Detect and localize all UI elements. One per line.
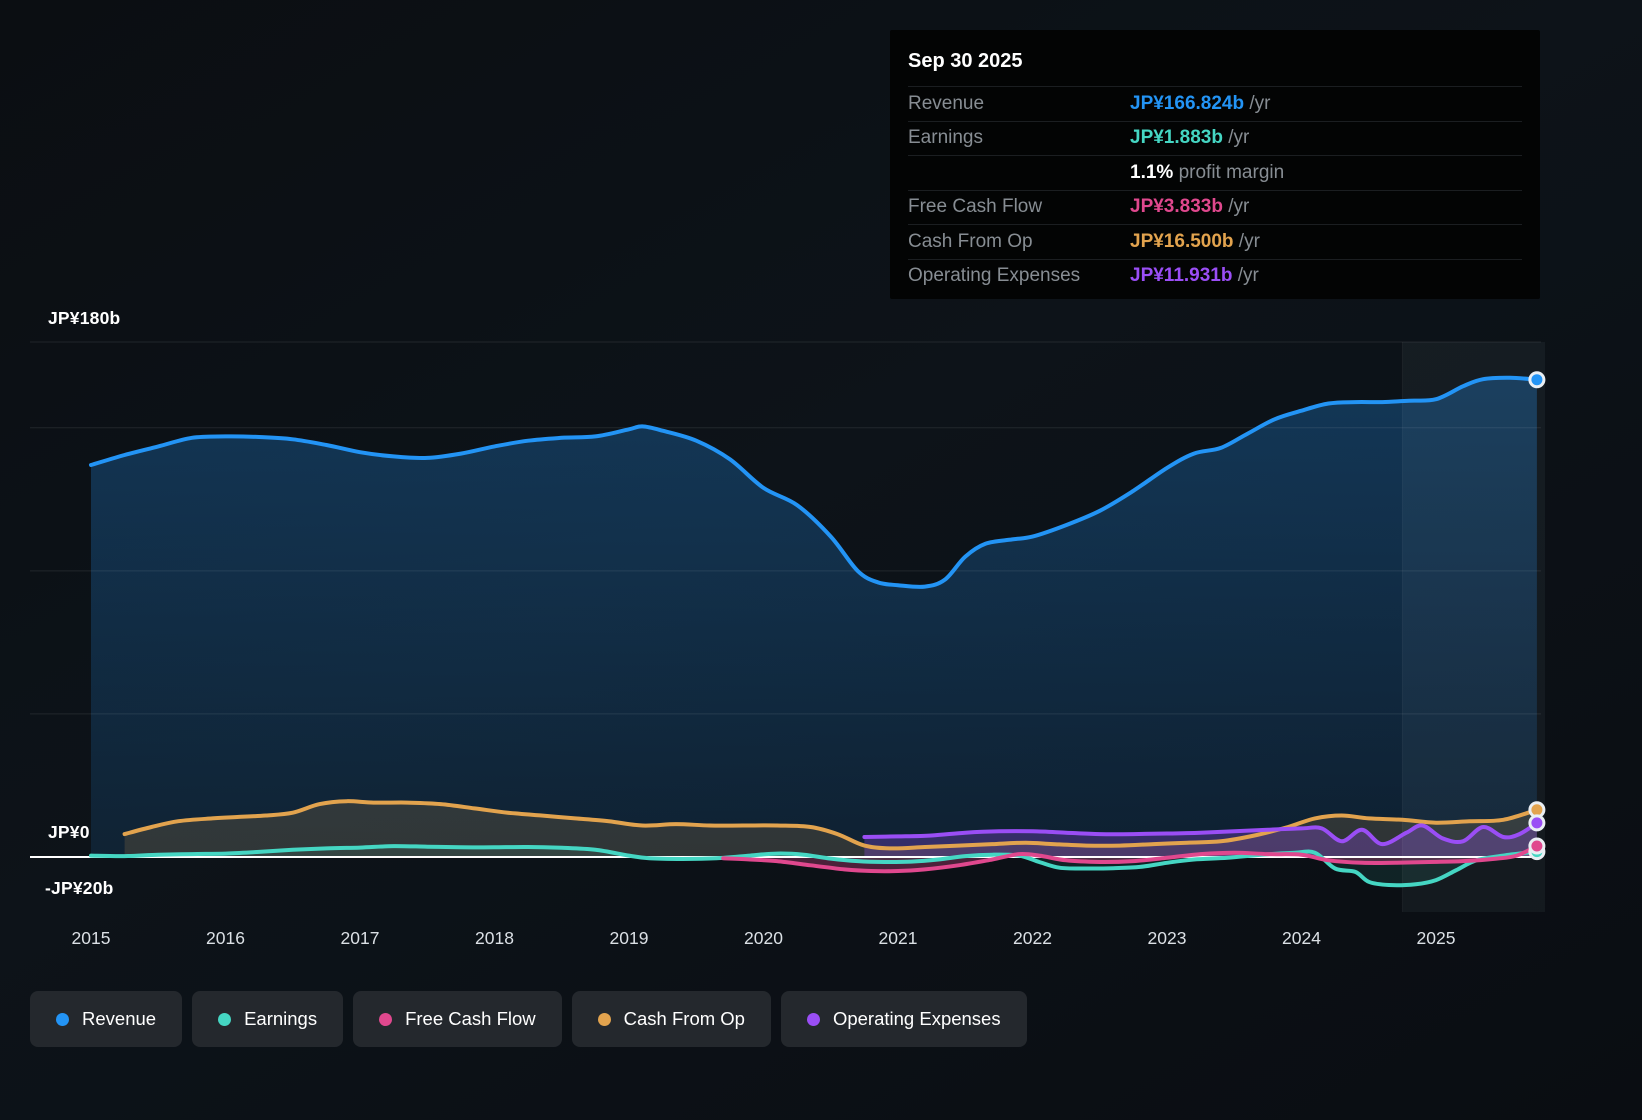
revenue-area [91,377,1537,857]
earnings-line [89,844,1539,888]
tooltip-label: Revenue [908,92,985,114]
legend-item-operating-expenses[interactable]: Operating Expenses [780,991,1027,1047]
x-axis-label: 2023 [1148,928,1187,948]
tooltip-row-earnings: Earnings JP¥1.883b /yr [908,120,1522,156]
tooltip-value: 1.1% [1130,161,1174,183]
legend: Revenue Earnings Free Cash Flow Cash Fro… [30,991,1027,1047]
tooltip-value: JP¥166.824b [1130,92,1245,114]
tooltip-row-operating-expenses: Operating Expenses JP¥11.931b /yr [908,258,1522,294]
y-axis-label-zero: JP¥0 [48,822,90,842]
operating_expenses-line [862,820,1539,847]
legend-label: Cash From Op [623,1008,745,1029]
revenue-dot-icon [56,1012,69,1026]
tooltip-value: JP¥11.931b [1130,265,1233,287]
tooltip-row-cash-from-op: Cash From Op JP¥16.500b /yr [908,224,1522,259]
legend-item-earnings[interactable]: Earnings [192,991,344,1047]
tooltip-value: JP¥1.883b [1130,127,1223,149]
tooltip-row-revenue: Revenue JP¥166.824b /yr [908,86,1522,121]
operating-expenses-dot-icon [806,1012,820,1026]
tooltip-label: Earnings [908,127,983,149]
tooltip-label: Operating Expenses [908,265,1081,287]
revenue-end-dot [1528,371,1546,389]
x-axis-label: 2015 [72,928,111,948]
legend-label: Operating Expenses [832,1008,1001,1029]
legend-label: Revenue [82,1008,157,1029]
x-axis-label: 2019 [610,928,649,948]
free-cash-flow-dot-icon [379,1012,393,1026]
x-axis-label: 2018 [475,928,514,948]
x-axis-label: 2025 [1417,928,1456,948]
tooltip-row-free-cash-flow: Free Cash Flow JP¥3.833b /yr [908,189,1522,225]
free_cash_flow-line [721,844,1539,874]
tooltip-value: JP¥16.500b [1130,230,1234,252]
x-axis-label: 2016 [206,928,245,948]
free_cash_flow-end-dot [1528,837,1546,855]
x-axis-label: 2022 [1013,928,1052,948]
tooltip-suffix: profit margin [1173,161,1285,183]
legend-label: Earnings [244,1008,318,1029]
y-axis-label-min: -JP¥20b [45,878,114,898]
free_cash_flow-area [723,846,1537,872]
legend-label: Free Cash Flow [405,1008,536,1029]
legend-item-revenue[interactable]: Revenue [30,991,183,1047]
tooltip-row-profit-margin: 1.1% profit margin [908,155,1522,190]
tooltip-label: Cash From Op [908,230,1033,252]
tooltip-date: Sep 30 2025 [908,50,1023,72]
tooltip-value: JP¥3.833b [1130,196,1223,218]
x-axis-label: 2020 [744,928,783,948]
tooltip-suffix: /yr [1233,230,1260,252]
earnings-dot-icon [218,1012,232,1026]
tooltip-suffix: /yr [1232,265,1259,287]
tooltip-suffix: /yr [1244,92,1271,114]
cash-from-op-dot-icon [597,1012,611,1026]
tooltip-suffix: /yr [1222,196,1250,218]
tooltip-label: Free Cash Flow [908,196,1043,218]
tooltip-suffix: /yr [1222,127,1250,149]
legend-item-free-cash-flow[interactable]: Free Cash Flow [353,991,562,1047]
data-tooltip: Sep 30 2025 Revenue JP¥166.824b /yr Earn… [890,30,1540,299]
x-axis-label: 2024 [1282,928,1321,948]
x-axis-label: 2021 [879,928,918,948]
y-axis-label-max: JP¥180b [48,308,121,328]
operating_expenses-end-dot [1528,814,1546,832]
earnings-area [91,846,1537,886]
x-axis-label: 2017 [341,928,380,948]
legend-item-cash-from-op[interactable]: Cash From Op [571,991,771,1047]
revenue-line [89,375,1539,589]
cash_from_op-line [122,799,1539,851]
